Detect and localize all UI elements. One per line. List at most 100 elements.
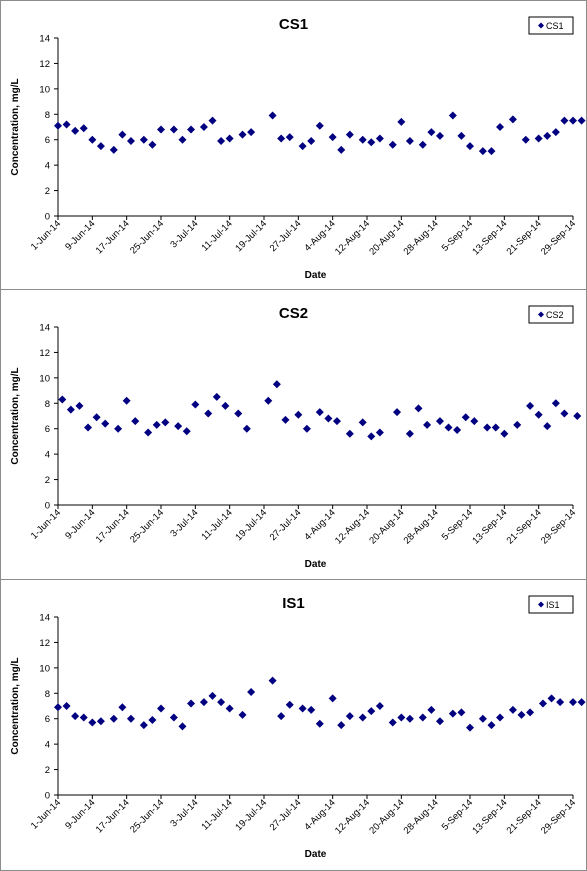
legend-label: IS1 [546,600,560,610]
data-point [148,140,157,149]
y-tick-label: 14 [39,34,50,45]
data-point [178,722,187,731]
data-point [375,134,384,143]
data-point [573,412,582,420]
data-point [221,401,230,410]
legend-box [528,305,574,324]
data-point [375,702,384,710]
data-point [448,111,457,120]
x-tick-label: 5-Sep-14 [440,507,475,542]
x-tick-label: 20-Aug-14 [367,507,406,546]
x-tick-label: 28-Aug-14 [402,218,441,257]
data-point [294,410,303,419]
y-tick-label: 2 [45,475,50,486]
y-axis-label: Concentration, mg/L [10,657,21,754]
data-point [388,140,397,149]
x-tick-label: 20-Aug-14 [367,218,406,257]
data-point [191,400,200,409]
data-point [375,428,384,437]
data-point [139,721,148,730]
x-tick-label: 13-Sep-14 [470,218,509,257]
data-point [560,116,569,125]
legend-box [528,16,574,35]
x-tick-label: 17-Jun-14 [94,797,132,835]
x-tick-label: 21-Sep-14 [505,218,544,257]
y-tick-label: 4 [45,450,50,461]
y-tick-label: 10 [39,84,50,95]
y-axis-label: Concentration, mg/L [10,78,21,175]
data-point [96,717,105,726]
data-point [418,140,427,149]
legend-marker [538,311,544,318]
data-point [547,694,556,703]
data-point [405,714,414,723]
data-point [543,131,552,140]
data-point [551,128,560,137]
x-tick-label: 17-Jun-14 [94,218,132,256]
data-point [397,713,406,722]
data-point [157,704,165,713]
x-tick-label: 27-Jul-14 [268,218,304,254]
data-point [122,396,131,405]
x-tick-label: 3-Jul-14 [168,218,200,250]
x-tick-label: 29-Sep-14 [539,218,578,257]
data-point [157,125,165,134]
data-point [517,710,526,719]
data-point [247,128,256,137]
y-tick-label: 0 [45,501,50,512]
data-point [405,136,414,145]
data-point [478,714,487,723]
data-point [58,395,67,404]
data-point [345,130,354,139]
data-point [526,708,535,717]
legend-marker [538,22,544,29]
data-point [513,420,522,429]
data-point [496,713,505,722]
data-point [315,408,324,417]
data-point [393,408,402,417]
data-point [277,712,286,721]
x-tick-label: 11-Jul-14 [199,507,234,542]
data-point [556,698,565,707]
legend-box [528,595,574,614]
data-point [268,676,277,685]
data-point [302,424,311,433]
y-axis-label: Concentration, mg/L [10,367,21,464]
x-tick-label: 28-Aug-14 [402,507,441,546]
data-point [66,405,75,414]
data-point [367,138,376,147]
data-point [577,698,586,707]
legend-marker [538,601,544,608]
x-tick-label: 27-Jul-14 [268,797,304,833]
data-point [418,713,427,722]
x-tick-label: 19-Jul-14 [233,507,269,543]
y-tick-label: 2 [45,186,50,197]
x-tick-label: 3-Jul-14 [168,507,200,539]
data-point [118,130,127,139]
data-point [461,413,470,422]
data-point [298,704,307,713]
data-point [324,414,333,423]
data-point [217,698,226,707]
x-tick-label: 9-Jun-14 [63,797,97,831]
chart-title: IS1 [282,595,305,612]
data-point [272,380,281,389]
data-point [298,142,307,151]
data-point [526,401,535,410]
x-tick-label: 27-Jul-14 [268,507,304,543]
data-point [435,717,444,726]
data-point [569,698,577,707]
data-point [427,128,436,137]
data-point [212,392,221,401]
x-tick-label: 9-Jun-14 [63,507,97,541]
data-point [551,399,560,408]
data-point [478,147,487,156]
y-tick-label: 14 [39,613,50,624]
chart-title: CS1 [279,16,308,33]
data-point [538,699,547,708]
x-axis-label: Date [305,270,327,281]
data-point [470,417,479,426]
data-point [217,136,226,145]
data-point [534,134,543,143]
